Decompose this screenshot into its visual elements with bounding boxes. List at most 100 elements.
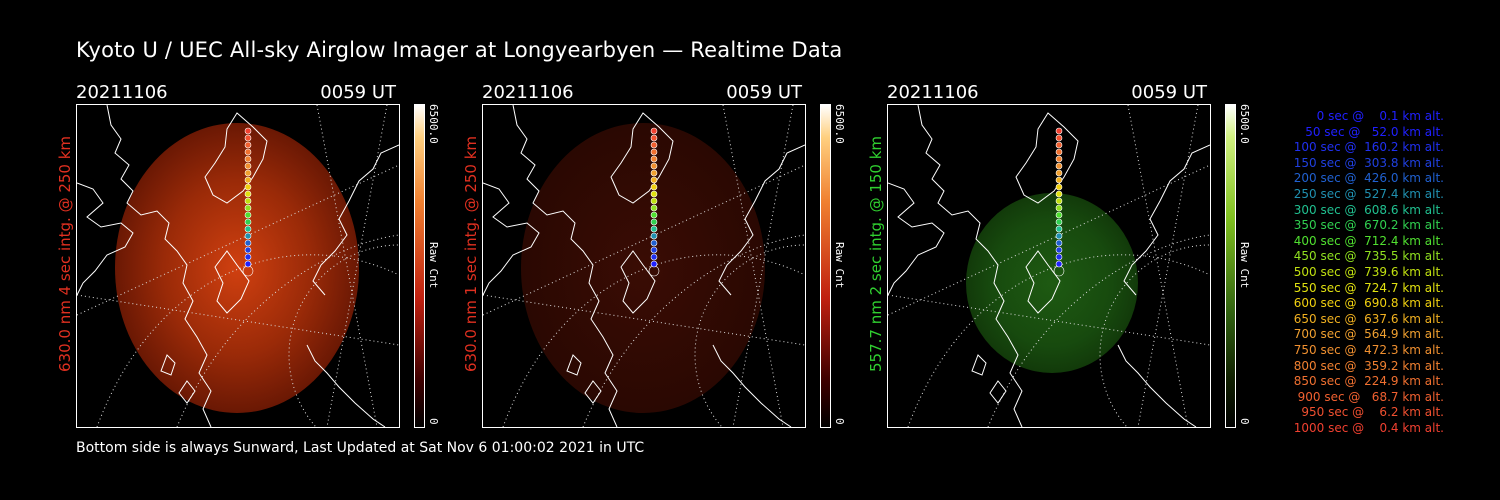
trajectory-point bbox=[244, 211, 252, 219]
trajectory-point bbox=[650, 190, 658, 198]
trajectory-point bbox=[244, 253, 252, 261]
legend-entry: 0 sec @ 0.1 km alt. bbox=[1305, 109, 1444, 123]
rocket-trajectory bbox=[648, 127, 660, 277]
legend-entry: 150 sec @ 303.8 km alt. bbox=[1289, 155, 1444, 170]
legend-entry: 700 sec @ 564.9 km alt. bbox=[1289, 327, 1444, 342]
panel-date: 20211106 bbox=[76, 82, 168, 103]
legend-entry: 1000 sec @ 0.4 km alt. bbox=[1293, 420, 1444, 435]
legend-entry: 850 sec @ 224.9 km alt. bbox=[1289, 374, 1444, 389]
trajectory-point bbox=[244, 225, 252, 233]
trajectory-point bbox=[650, 162, 658, 170]
trajectory-point bbox=[244, 218, 252, 226]
colorbar-min: 0 bbox=[427, 418, 440, 425]
trajectory-point bbox=[650, 260, 658, 268]
panel-time: 0059 UT bbox=[1131, 82, 1207, 103]
trajectory-point bbox=[650, 239, 658, 247]
imager-panel-1: 20211106 0059 UT 630.0 nm 4 sec intg. @ … bbox=[56, 82, 481, 432]
trajectory-point bbox=[650, 211, 658, 219]
legend-entry: 200 sec @ 426.0 km alt. bbox=[1289, 171, 1444, 186]
trajectory-point bbox=[1055, 204, 1063, 212]
trajectory-point bbox=[244, 134, 252, 142]
trajectory-point bbox=[1055, 225, 1063, 233]
trajectory-point bbox=[244, 183, 252, 191]
legend-entry: 900 sec @ 68.7 km alt. bbox=[1293, 389, 1444, 404]
trajectory-point bbox=[1055, 134, 1063, 142]
panel-ylabel: 630.0 nm 1 sec intg. @ 250 km bbox=[462, 135, 480, 372]
trajectory-point bbox=[1055, 190, 1063, 198]
coastline bbox=[888, 105, 1210, 427]
allsky-svg bbox=[483, 105, 805, 427]
trajectory-point bbox=[650, 246, 658, 254]
trajectory-point bbox=[244, 190, 252, 198]
allsky-svg bbox=[77, 105, 399, 427]
trajectory-point bbox=[1055, 232, 1063, 240]
allsky-field bbox=[521, 123, 765, 413]
panel-date: 20211106 bbox=[482, 82, 574, 103]
imager-panel-2: 20211106 0059 UT 630.0 nm 1 sec intg. @ … bbox=[462, 82, 887, 432]
trajectory-point bbox=[650, 176, 658, 184]
trajectory-point bbox=[1055, 197, 1063, 205]
trajectory-point bbox=[1055, 169, 1063, 177]
allsky-image bbox=[76, 104, 400, 428]
legend-entry: 450 sec @ 735.5 km alt. bbox=[1289, 249, 1444, 264]
allsky-image bbox=[482, 104, 806, 428]
trajectory-point bbox=[244, 232, 252, 240]
trajectory-point bbox=[650, 253, 658, 261]
trajectory-point bbox=[650, 127, 658, 135]
trajectory-point bbox=[650, 204, 658, 212]
panel-ylabel: 557.7 nm 2 sec intg. @ 150 km bbox=[867, 135, 885, 372]
legend-entry: 650 sec @ 637.6 km alt. bbox=[1289, 311, 1444, 326]
trajectory-point bbox=[1055, 211, 1063, 219]
legend-entry: 550 sec @ 724.7 km alt. bbox=[1289, 280, 1444, 295]
trajectory-point bbox=[244, 176, 252, 184]
trajectory-point bbox=[650, 141, 658, 149]
colorbar-unit: Raw Cnt bbox=[427, 242, 440, 289]
coastline bbox=[77, 105, 399, 427]
footer-note: Bottom side is always Sunward, Last Upda… bbox=[76, 440, 645, 456]
trajectory-point bbox=[244, 155, 252, 163]
trajectory-point bbox=[1055, 176, 1063, 184]
legend-entry: 800 sec @ 359.2 km alt. bbox=[1289, 358, 1444, 373]
colorbar-unit: Raw Cnt bbox=[1238, 242, 1251, 289]
trajectory-point bbox=[650, 218, 658, 226]
legend-entry: 400 sec @ 712.4 km alt. bbox=[1289, 233, 1444, 248]
legend-entry: 750 sec @ 472.3 km alt. bbox=[1289, 342, 1444, 357]
trajectory-point bbox=[1055, 141, 1063, 149]
trajectory-point bbox=[1055, 260, 1063, 268]
trajectory-point bbox=[650, 169, 658, 177]
latlon-grid bbox=[483, 105, 805, 427]
trajectory-point bbox=[244, 127, 252, 135]
time-altitude-legend: 0 sec @ 0.1 km alt. 50 sec @ 52.0 km alt… bbox=[1262, 109, 1444, 436]
allsky-image bbox=[887, 104, 1211, 428]
trajectory-point bbox=[244, 246, 252, 254]
trajectory-point bbox=[1055, 155, 1063, 163]
trajectory-point bbox=[244, 204, 252, 212]
trajectory-point bbox=[650, 183, 658, 191]
colorbar-max: 6500.0 bbox=[1238, 104, 1251, 144]
trajectory-point bbox=[1055, 148, 1063, 156]
panel-date: 20211106 bbox=[887, 82, 979, 103]
colorbar-min: 0 bbox=[1238, 418, 1251, 425]
page-title: Kyoto U / UEC All-sky Airglow Imager at … bbox=[76, 38, 843, 62]
colorbar bbox=[1225, 104, 1236, 428]
trajectory-point bbox=[244, 162, 252, 170]
allsky-svg bbox=[888, 105, 1210, 427]
legend-entry: 50 sec @ 52.0 km alt. bbox=[1297, 124, 1444, 139]
legend-entry: 500 sec @ 739.6 km alt. bbox=[1289, 264, 1444, 279]
legend-entry: 300 sec @ 608.6 km alt. bbox=[1289, 202, 1444, 217]
trajectory-point bbox=[1055, 127, 1063, 135]
rocket-trajectory bbox=[1053, 127, 1065, 277]
trajectory-point bbox=[1055, 239, 1063, 247]
trajectory-point bbox=[244, 141, 252, 149]
trajectory-point bbox=[244, 148, 252, 156]
allsky-field bbox=[115, 123, 359, 413]
colorbar-unit: Raw Cnt bbox=[833, 242, 846, 289]
trajectory-point bbox=[650, 134, 658, 142]
imager-panel-3: 20211106 0059 UT 557.7 nm 2 sec intg. @ … bbox=[867, 82, 1292, 432]
legend-entry: 100 sec @ 160.2 km alt. bbox=[1289, 140, 1444, 155]
trajectory-point bbox=[650, 225, 658, 233]
latlon-grid bbox=[77, 105, 399, 427]
trajectory-point bbox=[244, 197, 252, 205]
allsky-field bbox=[966, 193, 1138, 373]
trajectory-point bbox=[244, 239, 252, 247]
